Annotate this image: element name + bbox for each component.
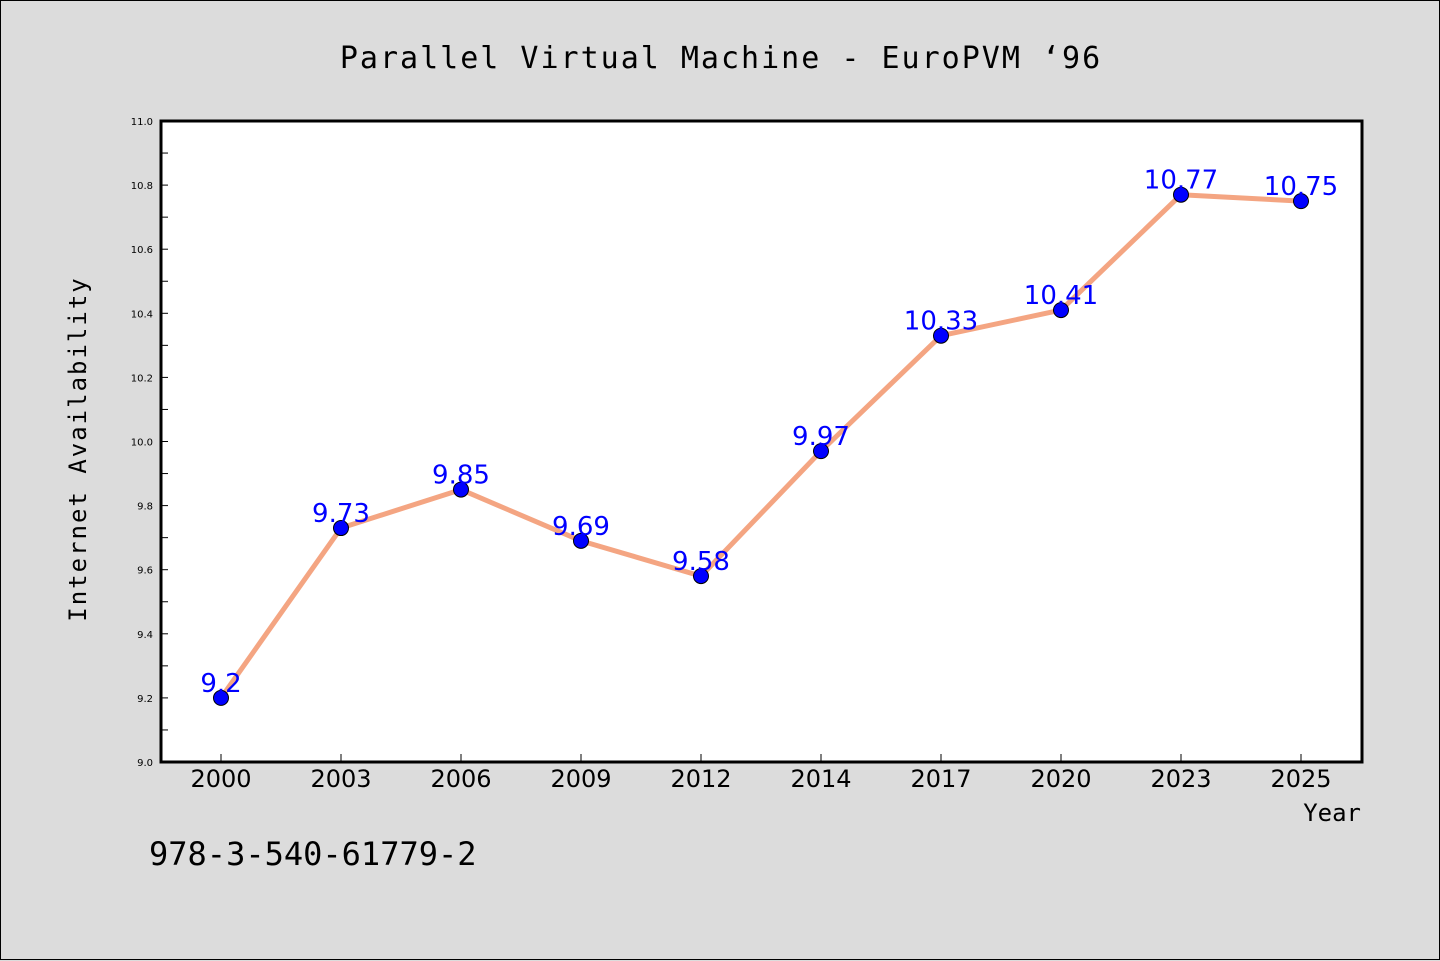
x-tick-label: 2000: [190, 765, 251, 793]
y-tick-label: 9.2: [137, 694, 153, 705]
y-tick-label: 9.8: [137, 502, 153, 513]
data-label: 9.2: [200, 669, 241, 699]
y-tick-label: 9.4: [137, 630, 153, 641]
data-point: [573, 532, 589, 549]
data-label: 10.77: [1144, 166, 1218, 196]
data-points: [213, 186, 1309, 706]
data-point: [693, 568, 709, 585]
data-point: [333, 520, 349, 537]
data-label: 9.97: [792, 422, 850, 452]
x-tick-label: 2017: [910, 765, 971, 793]
data-label: 9.85: [432, 461, 490, 491]
data-point: [1293, 193, 1309, 210]
data-label: 9.58: [672, 547, 730, 577]
y-axis-label: Internet Availability: [64, 276, 92, 621]
data-point: [453, 481, 469, 498]
data-point: [933, 327, 949, 344]
data-point: [813, 443, 829, 460]
data-label: 10.33: [904, 307, 978, 337]
data-label: 9.73: [312, 499, 370, 529]
y-tick-label: 10.0: [131, 438, 153, 449]
y-tick-label: 10.6: [131, 245, 153, 256]
series-line: [218, 192, 1304, 701]
x-axis-label: Year: [1303, 799, 1361, 827]
data-labels: 9.2 9.73 9.85 9.69 9.58 9.97 10.33 10.41 10.77 10…: [200, 166, 1338, 699]
data-label: 9.69: [552, 512, 610, 542]
data-point: [1173, 186, 1189, 203]
x-axis: 2000 2003 2006 2009 2012 2014 2017 2020 2023 2025: [190, 754, 1332, 793]
series-line-group: [218, 192, 1304, 701]
y-tick-label: 9.0: [137, 758, 153, 769]
x-tick-label: 2006: [430, 765, 491, 793]
x-tick-label: 2009: [550, 765, 611, 793]
data-label: 10.75: [1264, 172, 1338, 202]
footnote-isbn: 978-3-540-61779-2: [149, 835, 477, 873]
x-tick-label: 2023: [1150, 765, 1211, 793]
x-tick-label: 2003: [310, 765, 371, 793]
y-tick-label: 9.6: [137, 566, 153, 577]
x-tick-label: 2025: [1270, 765, 1331, 793]
data-point: [1053, 302, 1069, 319]
chart-title: Parallel Virtual Machine - EuroPVM ‘96: [340, 41, 1102, 76]
x-tick-label: 2014: [790, 765, 851, 793]
y-tick-label: 10.4: [131, 309, 153, 320]
y-tick-label: 10.8: [131, 181, 153, 192]
y-axis: 9.0 9.2 9.4 9.6 9.8 10.0 10.2 10.4 10.6 10.8 11.0: [131, 117, 168, 769]
data-point: [213, 689, 229, 706]
y-tick-label: 11.0: [131, 117, 153, 128]
plot-area: [159, 119, 1364, 764]
x-tick-label: 2020: [1030, 765, 1091, 793]
x-tick-label: 2012: [670, 765, 731, 793]
data-label: 10.41: [1024, 281, 1098, 311]
y-tick-label: 10.2: [131, 373, 153, 384]
